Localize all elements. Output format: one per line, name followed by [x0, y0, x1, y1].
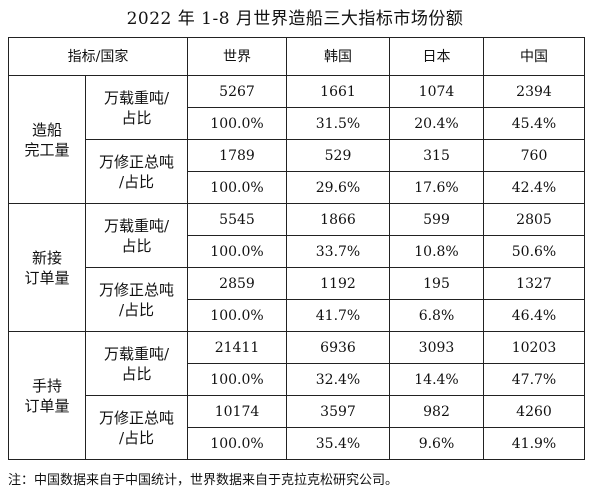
share-cell: 46.4% — [483, 299, 585, 332]
header-cell-china: 中国 — [483, 37, 585, 76]
share-cell: 10.8% — [389, 235, 484, 268]
share-cell: 35.4% — [286, 427, 390, 460]
header-row: 指标/国家 世界 韩国 日本 中国 — [8, 37, 585, 76]
value-cell: 21411 — [187, 331, 287, 364]
share-cell: 29.6% — [286, 171, 390, 204]
share-cell: 14.4% — [389, 363, 484, 396]
share-cell: 41.7% — [286, 299, 390, 332]
value-cell: 195 — [389, 267, 484, 300]
header-cell-japan: 日本 — [389, 37, 484, 76]
header-cell-world: 世界 — [187, 37, 287, 76]
group-label: 新接 订单量 — [8, 203, 86, 332]
share-cell: 100.0% — [187, 107, 287, 140]
table-row: 万修正总吨/占比 1789 529 315 760 — [9, 139, 585, 204]
share-cell: 6.8% — [389, 299, 484, 332]
table-row: 造船 完工量 万载重吨/占比 5267 1661 1074 2394 — [8, 75, 585, 204]
metric-label: 万载重吨/占比 — [85, 331, 188, 396]
metric-label: 万修正总吨/占比 — [85, 267, 188, 332]
value-cell: 1327 — [483, 267, 585, 300]
header-cell-indicator: 指标/国家 — [8, 37, 188, 76]
table-row: 100.0% 41.7% 6.8% 46.4% — [9, 299, 585, 332]
value-cell: 1866 — [286, 203, 390, 236]
value-cell: 2859 — [187, 267, 287, 300]
share-cell: 50.6% — [483, 235, 585, 268]
share-cell: 47.7% — [483, 363, 585, 396]
share-cell: 31.5% — [286, 107, 390, 140]
value-cell: 10203 — [483, 331, 585, 364]
value-cell: 3597 — [286, 395, 390, 428]
value-cell: 3093 — [389, 331, 484, 364]
footnote: 注：中国数据来自于中国统计，世界数据来自于克拉克松研究公司。 — [8, 473, 399, 488]
value-cell: 6936 — [286, 331, 390, 364]
value-cell: 5545 — [187, 203, 287, 236]
value-cell: 599 — [389, 203, 484, 236]
value-cell: 5267 — [187, 75, 287, 108]
header-cell-korea: 韩国 — [286, 37, 390, 76]
table-row: 100.0% 32.4% 14.4% 47.7% — [9, 363, 585, 396]
value-cell: 1074 — [389, 75, 484, 108]
share-cell: 41.9% — [483, 427, 585, 460]
table-row: 100.0% 33.7% 10.8% 50.6% — [9, 235, 585, 268]
share-cell: 45.4% — [483, 107, 585, 140]
metric-label: 万修正总吨/占比 — [85, 139, 188, 204]
value-cell: 1789 — [187, 139, 287, 172]
table-row: 100.0% 35.4% 9.6% 41.9% — [9, 427, 585, 460]
value-cell: 10174 — [187, 395, 287, 428]
table-row: 手持 订单量 万载重吨/占比 21411 6936 3093 10203 — [8, 331, 585, 460]
group-label: 手持 订单量 — [8, 331, 86, 460]
metric-label: 万修正总吨/占比 — [85, 395, 188, 460]
share-cell: 33.7% — [286, 235, 390, 268]
share-cell: 20.4% — [389, 107, 484, 140]
share-cell: 100.0% — [187, 299, 287, 332]
share-cell: 42.4% — [483, 171, 585, 204]
share-cell: 100.0% — [187, 363, 287, 396]
metric-label: 万载重吨/占比 — [85, 75, 188, 140]
value-cell: 2394 — [483, 75, 585, 108]
share-cell: 9.6% — [389, 427, 484, 460]
value-cell: 2805 — [483, 203, 585, 236]
table-row: 100.0% 31.5% 20.4% 45.4% — [9, 107, 585, 140]
value-cell: 982 — [389, 395, 484, 428]
value-cell: 4260 — [483, 395, 585, 428]
value-cell: 1661 — [286, 75, 390, 108]
market-share-table: 指标/国家 世界 韩国 日本 中国 造船 完工量 万载重吨/占比 5267 166… — [8, 37, 585, 460]
table-title: 2022 年 1-8 月世界造船三大指标市场份额 — [126, 9, 464, 29]
table-row: 新接 订单量 万载重吨/占比 5545 1866 599 2805 — [8, 203, 585, 332]
share-cell: 100.0% — [187, 171, 287, 204]
value-cell: 760 — [483, 139, 585, 172]
table-row: 100.0% 29.6% 17.6% 42.4% — [9, 171, 585, 204]
share-cell: 32.4% — [286, 363, 390, 396]
share-cell: 100.0% — [187, 235, 287, 268]
value-cell: 529 — [286, 139, 390, 172]
group-label: 造船 完工量 — [8, 75, 86, 204]
table-row: 万修正总吨/占比 2859 1192 195 1327 — [9, 267, 585, 332]
metric-label: 万载重吨/占比 — [85, 203, 188, 268]
table-row: 万修正总吨/占比 10174 3597 982 4260 — [9, 395, 585, 460]
value-cell: 1192 — [286, 267, 390, 300]
value-cell: 315 — [389, 139, 484, 172]
share-cell: 100.0% — [187, 427, 287, 460]
share-cell: 17.6% — [389, 171, 484, 204]
